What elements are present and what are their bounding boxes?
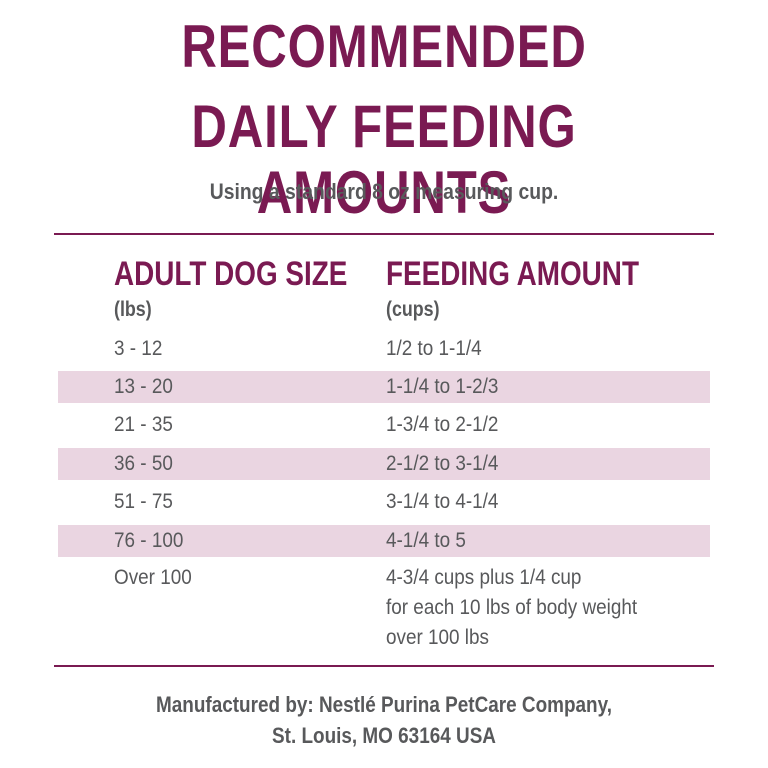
row-dog-size: 76 - 100 <box>114 529 184 552</box>
subtitle: Using a standard 8 oz measuring cup. <box>209 179 559 204</box>
bottom-divider <box>54 665 714 667</box>
table-row: 36 - 50 2-1/2 to 3-1/4 <box>58 448 710 480</box>
feeding-amount-line: for each 10 lbs of body weight <box>386 596 638 619</box>
row-dog-size: 3 - 12 <box>114 337 163 360</box>
row-dog-size: 21 - 35 <box>114 413 173 436</box>
row-dog-size: 51 - 75 <box>114 490 173 513</box>
top-divider <box>54 233 714 235</box>
table-row: 13 - 20 1-1/4 to 1-2/3 <box>58 371 710 403</box>
row-feeding-amount: 3-1/4 to 4-1/4 <box>386 490 499 513</box>
row-feeding-amount: 4-3/4 cups plus 1/4 cup for each 10 lbs … <box>386 563 637 653</box>
row-dog-size: Over 100 <box>114 566 192 589</box>
column-unit-lbs: (lbs) <box>114 298 152 321</box>
row-dog-size: 36 - 50 <box>114 452 173 475</box>
table-row: 21 - 35 1-3/4 to 2-1/2 <box>58 409 710 441</box>
row-feeding-amount: 2-1/2 to 3-1/4 <box>386 452 499 475</box>
table-row: 3 - 12 1/2 to 1-1/4 <box>58 333 710 365</box>
column-header-dog-size: ADULT DOG SIZE <box>114 255 348 293</box>
page-title-line-1: RECOMMENDED <box>181 13 587 80</box>
row-feeding-amount: 4-1/4 to 5 <box>386 529 466 552</box>
row-feeding-amount: 1/2 to 1-1/4 <box>386 337 482 360</box>
column-header-feeding-amount: FEEDING AMOUNT <box>386 255 639 293</box>
manufacturer-line: Manufactured by: Nestlé Purina PetCare C… <box>156 692 612 717</box>
page-title-line-2: DAILY FEEDING AMOUNTS <box>191 93 577 226</box>
table-row: 51 - 75 3-1/4 to 4-1/4 <box>58 486 710 518</box>
table-row: 76 - 100 4-1/4 to 5 <box>58 525 710 557</box>
row-dog-size: 13 - 20 <box>114 375 173 398</box>
feeding-amount-line: over 100 lbs <box>386 626 489 649</box>
row-feeding-amount: 1-3/4 to 2-1/2 <box>386 413 499 436</box>
column-unit-cups: (cups) <box>386 298 440 321</box>
row-feeding-amount: 1-1/4 to 1-2/3 <box>386 375 499 398</box>
table-row-over-100: Over 100 4-3/4 cups plus 1/4 cup for eac… <box>58 563 710 659</box>
manufacturer-address: St. Louis, MO 63164 USA <box>272 723 496 748</box>
feeding-amount-line: 4-3/4 cups plus 1/4 cup <box>386 566 582 589</box>
